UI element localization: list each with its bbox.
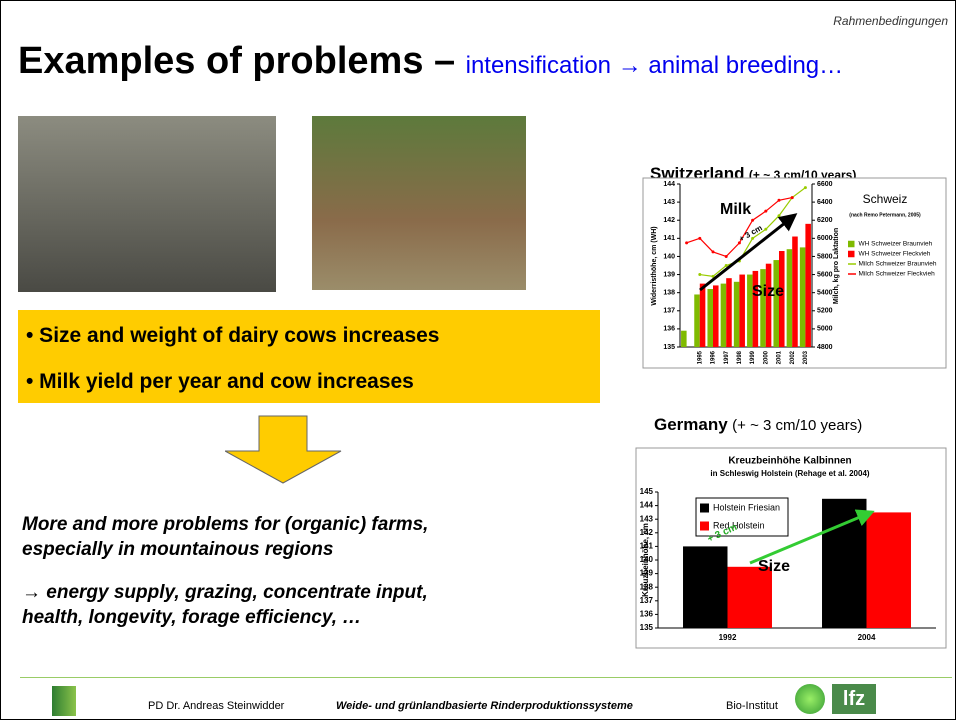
y-tick-label: 136 <box>663 326 675 333</box>
point <box>804 186 807 189</box>
y2-tick-label: 5400 <box>817 290 833 297</box>
point <box>698 273 701 276</box>
legend-swatch <box>848 241 855 248</box>
bar <box>805 224 811 347</box>
y2-tick-label: 5600 <box>817 271 833 278</box>
charts: 135 136 137 138 139 140 141 142 143 144 4800 5000 52… <box>0 0 956 720</box>
bar <box>700 284 706 347</box>
point <box>764 228 767 231</box>
bar <box>773 260 779 347</box>
bar <box>683 546 727 628</box>
y-tick-label: 143 <box>640 514 654 523</box>
point <box>778 214 781 217</box>
y-tick-label: 140 <box>663 253 675 260</box>
point <box>764 210 767 213</box>
institute: Bio-Institut <box>726 700 778 712</box>
bar <box>681 331 687 347</box>
x-tick-label: 1992 <box>719 633 737 642</box>
y-axis-label: Widerristhöhe, cm (WH) <box>651 226 658 305</box>
y2-tick-label: 5200 <box>817 308 833 315</box>
chart-title: Schweiz <box>863 192 908 206</box>
point <box>778 199 781 202</box>
legend-label: Milch Schweizer Fleckvieh <box>859 271 936 278</box>
annotation: Size <box>758 558 790 575</box>
y2-tick-label: 6000 <box>817 235 833 242</box>
y2-tick-label: 6600 <box>817 181 833 188</box>
y-tick-label: 139 <box>663 271 675 278</box>
logo <box>795 684 825 714</box>
course: Weide- und grünlandbasierte Rinderproduk… <box>336 700 633 712</box>
y-tick-label: 143 <box>663 199 675 206</box>
y-tick-label: 144 <box>640 501 654 510</box>
bar <box>867 512 911 628</box>
bar <box>734 282 740 347</box>
y-axis-label: Kreuzbeinhöhe, cm <box>641 523 650 597</box>
point <box>685 241 688 244</box>
annotation: Size <box>752 283 784 300</box>
y-tick-label: 135 <box>640 623 654 632</box>
y-tick-label: 135 <box>663 344 675 351</box>
y-tick-label: 144 <box>663 181 675 188</box>
bar <box>766 264 772 347</box>
x-tick-label: 1995 <box>697 350 703 364</box>
legend-label: Milch Schweizer Braunvieh <box>859 261 937 268</box>
footer-line <box>20 677 952 678</box>
slide: Rahmenbedingungen Examples of problems –… <box>0 0 956 720</box>
y2-tick-label: 5800 <box>817 253 833 260</box>
legend-label: WH Schweizer Braunvieh <box>859 241 933 248</box>
point <box>791 196 794 199</box>
bar <box>726 278 732 347</box>
y-tick-label: 145 <box>640 487 654 496</box>
point <box>725 264 728 267</box>
x-tick-label: 2002 <box>790 350 796 364</box>
y2-axis-label: Milch, kg pro Laktation <box>833 228 840 304</box>
bar <box>800 247 806 347</box>
chart-subtitle: in Schleswig Holstein (Rehage et al. 200… <box>710 469 869 478</box>
legend-label: Holstein Friesian <box>713 502 780 512</box>
legend-swatch <box>700 522 709 531</box>
point <box>725 255 728 258</box>
x-tick-label: 2004 <box>858 633 876 642</box>
bar <box>787 249 793 347</box>
bar <box>760 269 766 347</box>
y2-tick-label: 4800 <box>817 344 833 351</box>
y2-tick-label: 6200 <box>817 217 833 224</box>
author: PD Dr. Andreas Steinwidder <box>148 700 284 712</box>
legend-swatch <box>700 504 709 513</box>
bar <box>792 237 798 347</box>
bar <box>713 285 719 347</box>
y-tick-label: 136 <box>640 610 654 619</box>
bar <box>739 275 745 347</box>
x-tick-label: 2003 <box>803 350 809 364</box>
bar <box>707 289 713 347</box>
y2-tick-label: 6400 <box>817 199 833 206</box>
chart-title: Kreuzbeinhöhe Kalbinnen <box>728 456 851 467</box>
legend-swatch <box>848 251 855 258</box>
point <box>712 250 715 253</box>
point <box>751 219 754 222</box>
x-tick-label: 1996 <box>711 350 717 364</box>
y-tick-label: 142 <box>663 217 675 224</box>
x-tick-label: 2001 <box>777 350 783 364</box>
chart-subtitle: (nach Remo Petermann, 2005) <box>849 212 921 218</box>
y-tick-label: 138 <box>663 290 675 297</box>
x-tick-label: 1998 <box>737 350 743 364</box>
x-tick-label: 2000 <box>763 350 769 364</box>
y2-tick-label: 5000 <box>817 326 833 333</box>
y-tick-label: 141 <box>663 235 675 242</box>
logo: lfz <box>832 684 876 714</box>
annotation: Milk <box>720 201 751 218</box>
x-tick-label: 1997 <box>724 350 730 364</box>
point <box>698 237 701 240</box>
bar <box>694 294 700 347</box>
bar <box>721 284 727 347</box>
bar <box>728 567 772 628</box>
y-tick-label: 137 <box>663 308 675 315</box>
legend-label: WH Schweizer Fleckvieh <box>859 251 931 258</box>
logo <box>52 686 76 716</box>
x-tick-label: 1999 <box>750 350 756 364</box>
